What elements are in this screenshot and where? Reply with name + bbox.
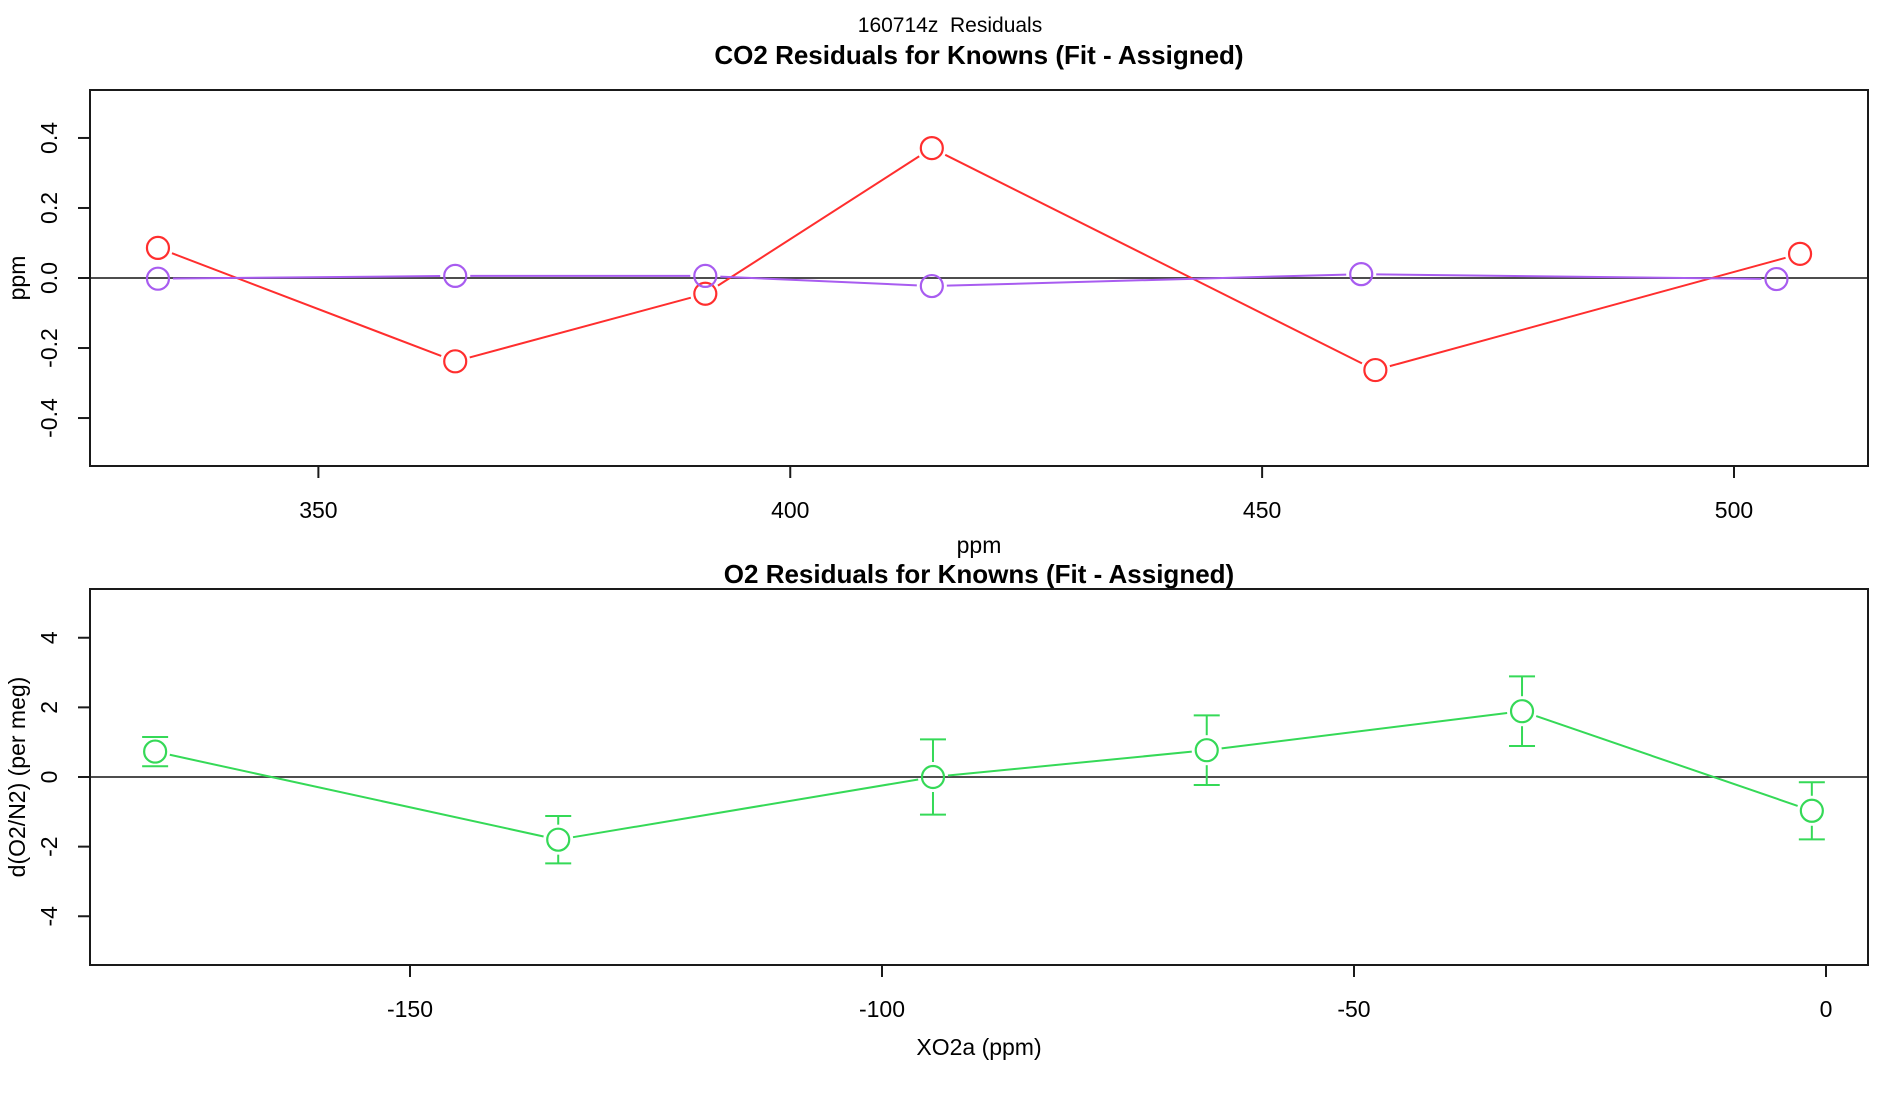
secondary-residual-marker: [443, 263, 468, 288]
x-tick-label: 0: [1820, 996, 1833, 1022]
secondary-residual-marker: [1349, 262, 1374, 287]
secondary-residual-marker: [693, 263, 718, 288]
y-tick-label: 0: [36, 771, 62, 784]
o2-residual-marker: [920, 764, 946, 790]
x-tick-label: -50: [1337, 996, 1370, 1022]
secondary-residual-series: [145, 262, 1789, 299]
co2-residual-line-segment: [717, 155, 920, 287]
co2-residual-line-segment: [171, 252, 442, 357]
o2-residual-line-segment: [1535, 715, 1798, 807]
secondary-residual-line-segment: [172, 275, 441, 280]
plot-frame: [89, 588, 1869, 966]
co2-residual-series: [145, 136, 1813, 383]
y-tick-label: -0.2: [36, 328, 62, 368]
y-tick-label: -4: [36, 906, 62, 927]
secondary-residual-marker: [145, 266, 171, 291]
o2-residuals-panel: O2 Residuals for Knowns (Fit - Assigned)…: [4, 559, 1869, 1060]
co2-residual-line-segment: [469, 296, 692, 359]
o2-panel-title: O2 Residuals for Knowns (Fit - Assigned): [724, 559, 1234, 589]
o2-residual-line-segment: [1221, 712, 1508, 750]
x-tick-label: 400: [771, 497, 809, 523]
o2-residual-marker: [1799, 798, 1824, 823]
x-tick-label: 350: [299, 497, 337, 523]
x-tick-label: 500: [1715, 497, 1753, 523]
o2-residual-marker: [546, 827, 571, 852]
y-tick-label: -0.4: [36, 398, 62, 438]
y-tick-label: 0.0: [36, 262, 62, 294]
o2-residual-series: [142, 675, 1825, 865]
y-tick-label: -2: [36, 836, 62, 856]
co2-residual-line-segment: [944, 153, 1363, 365]
co2-residual-marker: [693, 281, 718, 306]
o2-residual-marker: [1194, 738, 1219, 763]
co2-y-axis-label: ppm: [4, 256, 30, 301]
x-tick-label: 450: [1243, 497, 1281, 523]
page-title: 160714z Residuals: [858, 14, 1042, 37]
co2-residuals-panel: CO2 Residuals for Knowns (Fit - Assigned…: [4, 40, 1869, 558]
o2-residual-marker: [1509, 699, 1535, 724]
o2-residual-line-segment: [169, 753, 544, 838]
o2-residual-line-segment: [572, 778, 919, 839]
o2-x-axis-label: XO2a (ppm): [916, 1034, 1041, 1060]
secondary-residual-line-segment: [946, 273, 1347, 287]
y-tick-label: 0.4: [36, 122, 62, 154]
o2-residual-line-segment: [947, 750, 1192, 777]
co2-x-axis-label: ppm: [957, 532, 1002, 558]
co2-residual-marker: [1363, 357, 1388, 383]
o2-y-axis-label: d(O2/N2) (per meg): [4, 677, 30, 878]
o2-residual-marker: [143, 739, 168, 764]
secondary-residual-line-segment: [1376, 273, 1762, 280]
x-tick-label: -100: [859, 996, 905, 1022]
secondary-residual-marker: [919, 273, 944, 299]
secondary-residual-marker: [1764, 266, 1789, 292]
y-tick-label: 0.2: [36, 192, 62, 224]
co2-residual-marker: [145, 235, 171, 260]
co2-residual-marker: [443, 349, 468, 374]
y-tick-label: 2: [36, 701, 62, 714]
plot-frame: [89, 89, 1869, 467]
secondary-residual-line-segment: [720, 275, 917, 287]
o2-plot-area: -150 -100 -50 0 -4 -2 0 2 4: [36, 588, 1869, 1022]
co2-residual-line-segment: [1389, 256, 1786, 368]
x-tick-label: -150: [387, 996, 433, 1022]
co2-residual-marker: [1787, 241, 1813, 266]
y-tick-label: 4: [36, 631, 62, 644]
co2-panel-title: CO2 Residuals for Knowns (Fit - Assigned…: [714, 40, 1243, 70]
co2-plot-area: 350 400 450 500 -0.4 -0.2 0.0 0.2 0.4: [36, 89, 1869, 523]
co2-residual-marker: [919, 136, 944, 161]
